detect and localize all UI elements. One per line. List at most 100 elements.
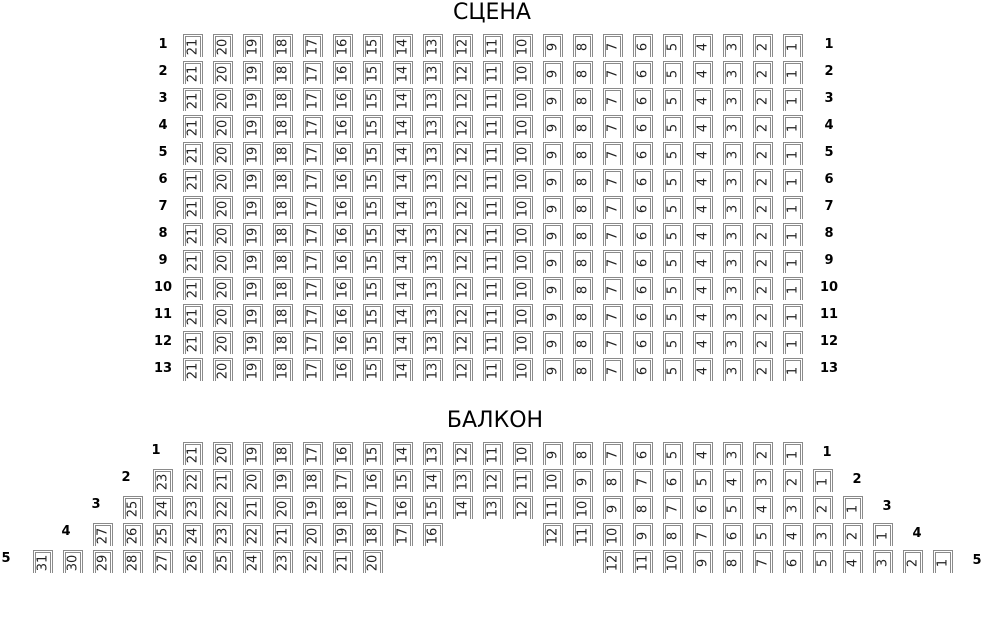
stage-seat[interactable]: 14 xyxy=(393,304,413,327)
balcony-seat[interactable]: 9 xyxy=(693,550,713,573)
stage-seat[interactable]: 2 xyxy=(753,115,773,138)
balcony-seat[interactable]: 19 xyxy=(273,469,293,492)
stage-seat[interactable]: 3 xyxy=(723,61,743,84)
balcony-seat[interactable]: 23 xyxy=(183,496,203,519)
stage-seat[interactable]: 8 xyxy=(573,88,593,111)
stage-seat[interactable]: 5 xyxy=(663,61,683,84)
stage-seat[interactable]: 5 xyxy=(663,169,683,192)
balcony-seat[interactable]: 3 xyxy=(873,550,893,573)
stage-seat[interactable]: 8 xyxy=(573,331,593,354)
stage-seat[interactable]: 17 xyxy=(303,169,323,192)
balcony-seat[interactable]: 11 xyxy=(483,442,503,465)
stage-seat[interactable]: 2 xyxy=(753,277,773,300)
stage-seat[interactable]: 10 xyxy=(513,358,533,381)
stage-seat[interactable]: 3 xyxy=(723,142,743,165)
stage-seat[interactable]: 15 xyxy=(363,277,383,300)
stage-seat[interactable]: 18 xyxy=(273,61,293,84)
balcony-seat[interactable]: 17 xyxy=(303,442,323,465)
stage-seat[interactable]: 6 xyxy=(633,223,653,246)
stage-seat[interactable]: 8 xyxy=(573,196,593,219)
stage-seat[interactable]: 14 xyxy=(393,250,413,273)
balcony-seat[interactable]: 27 xyxy=(153,550,173,573)
stage-seat[interactable]: 17 xyxy=(303,358,323,381)
stage-seat[interactable]: 21 xyxy=(183,277,203,300)
stage-seat[interactable]: 11 xyxy=(483,250,503,273)
balcony-seat[interactable]: 24 xyxy=(183,523,203,546)
stage-seat[interactable]: 12 xyxy=(453,304,473,327)
stage-seat[interactable]: 6 xyxy=(633,88,653,111)
stage-seat[interactable]: 6 xyxy=(633,196,653,219)
stage-seat[interactable]: 16 xyxy=(333,331,353,354)
stage-seat[interactable]: 1 xyxy=(783,277,803,300)
stage-seat[interactable]: 14 xyxy=(393,277,413,300)
balcony-seat[interactable]: 23 xyxy=(273,550,293,573)
balcony-seat[interactable]: 1 xyxy=(843,496,863,519)
stage-seat[interactable]: 9 xyxy=(543,277,563,300)
balcony-seat[interactable]: 5 xyxy=(693,469,713,492)
stage-seat[interactable]: 7 xyxy=(603,250,623,273)
stage-seat[interactable]: 12 xyxy=(453,223,473,246)
stage-seat[interactable]: 20 xyxy=(213,304,233,327)
stage-seat[interactable]: 2 xyxy=(753,358,773,381)
stage-seat[interactable]: 12 xyxy=(453,331,473,354)
stage-seat[interactable]: 15 xyxy=(363,61,383,84)
stage-seat[interactable]: 19 xyxy=(243,250,263,273)
stage-seat[interactable]: 13 xyxy=(423,142,443,165)
balcony-seat[interactable]: 22 xyxy=(183,469,203,492)
stage-seat[interactable]: 2 xyxy=(753,61,773,84)
balcony-seat[interactable]: 6 xyxy=(723,523,743,546)
stage-seat[interactable]: 6 xyxy=(633,115,653,138)
stage-seat[interactable]: 21 xyxy=(183,169,203,192)
balcony-seat[interactable]: 30 xyxy=(63,550,83,573)
stage-seat[interactable]: 11 xyxy=(483,304,503,327)
stage-seat[interactable]: 13 xyxy=(423,196,443,219)
stage-seat[interactable]: 21 xyxy=(183,88,203,111)
stage-seat[interactable]: 8 xyxy=(573,34,593,57)
balcony-seat[interactable]: 20 xyxy=(303,523,323,546)
stage-seat[interactable]: 12 xyxy=(453,142,473,165)
stage-seat[interactable]: 17 xyxy=(303,223,323,246)
stage-seat[interactable]: 3 xyxy=(723,358,743,381)
stage-seat[interactable]: 13 xyxy=(423,304,443,327)
stage-seat[interactable]: 3 xyxy=(723,277,743,300)
stage-seat[interactable]: 14 xyxy=(393,196,413,219)
stage-seat[interactable]: 9 xyxy=(543,115,563,138)
stage-seat[interactable]: 3 xyxy=(723,115,743,138)
stage-seat[interactable]: 16 xyxy=(333,169,353,192)
stage-seat[interactable]: 6 xyxy=(633,250,653,273)
stage-seat[interactable]: 3 xyxy=(723,331,743,354)
stage-seat[interactable]: 6 xyxy=(633,142,653,165)
balcony-seat[interactable]: 19 xyxy=(303,496,323,519)
balcony-seat[interactable]: 13 xyxy=(423,442,443,465)
stage-seat[interactable]: 18 xyxy=(273,277,293,300)
stage-seat[interactable]: 19 xyxy=(243,61,263,84)
stage-seat[interactable]: 2 xyxy=(753,169,773,192)
balcony-seat[interactable]: 10 xyxy=(663,550,683,573)
stage-seat[interactable]: 5 xyxy=(663,223,683,246)
stage-seat[interactable]: 7 xyxy=(603,88,623,111)
stage-seat[interactable]: 16 xyxy=(333,88,353,111)
stage-seat[interactable]: 20 xyxy=(213,115,233,138)
stage-seat[interactable]: 14 xyxy=(393,331,413,354)
stage-seat[interactable]: 6 xyxy=(633,358,653,381)
balcony-seat[interactable]: 8 xyxy=(633,496,653,519)
stage-seat[interactable]: 10 xyxy=(513,331,533,354)
stage-seat[interactable]: 18 xyxy=(273,34,293,57)
balcony-seat[interactable]: 1 xyxy=(933,550,953,573)
stage-seat[interactable]: 3 xyxy=(723,304,743,327)
balcony-seat[interactable]: 29 xyxy=(93,550,113,573)
stage-seat[interactable]: 17 xyxy=(303,142,323,165)
stage-seat[interactable]: 11 xyxy=(483,169,503,192)
balcony-seat[interactable]: 2 xyxy=(753,442,773,465)
balcony-seat[interactable]: 21 xyxy=(273,523,293,546)
balcony-seat[interactable]: 4 xyxy=(723,469,743,492)
stage-seat[interactable]: 16 xyxy=(333,358,353,381)
stage-seat[interactable]: 12 xyxy=(453,358,473,381)
stage-seat[interactable]: 7 xyxy=(603,277,623,300)
stage-seat[interactable]: 11 xyxy=(483,142,503,165)
stage-seat[interactable]: 13 xyxy=(423,115,443,138)
balcony-seat[interactable]: 8 xyxy=(723,550,743,573)
balcony-seat[interactable]: 6 xyxy=(783,550,803,573)
stage-seat[interactable]: 8 xyxy=(573,304,593,327)
stage-seat[interactable]: 9 xyxy=(543,88,563,111)
